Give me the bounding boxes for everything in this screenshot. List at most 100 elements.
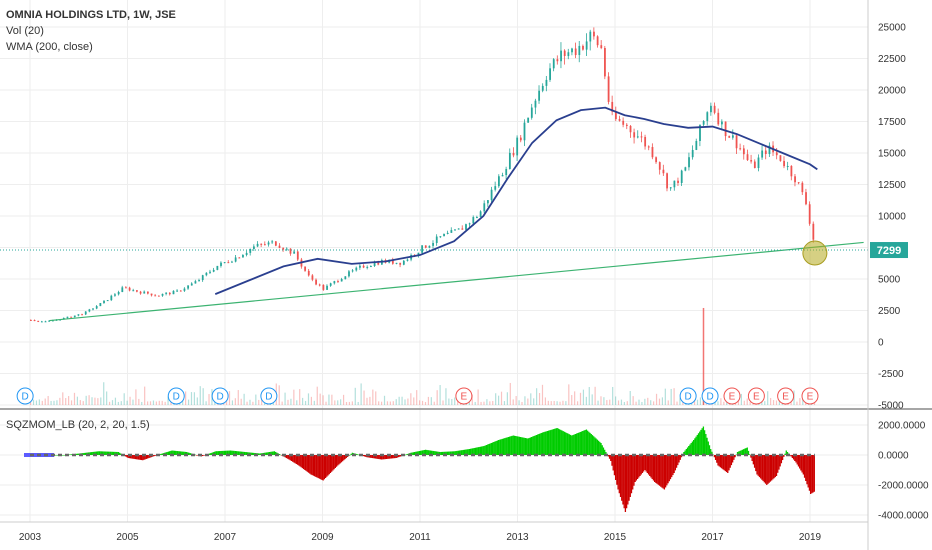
momentum-bar (660, 455, 662, 487)
volume-bar (673, 388, 675, 405)
earnings-marker[interactable]: E (777, 387, 795, 405)
momentum-bar (495, 441, 497, 455)
momentum-bar (685, 449, 687, 455)
volume-bar (123, 393, 125, 405)
earnings-circle (723, 387, 741, 405)
dividend-marker[interactable]: D (679, 387, 697, 405)
candle-body (498, 176, 500, 187)
momentum-bar (547, 430, 550, 455)
earnings-marker[interactable]: E (723, 387, 741, 405)
candle-body (640, 136, 643, 138)
momentum-bar (114, 451, 116, 455)
momentum-bar (295, 455, 297, 464)
candle-body (157, 295, 160, 297)
momentum-bar (786, 452, 789, 455)
momentum-bar (220, 451, 222, 455)
momentum-bar (413, 452, 416, 455)
momentum-bar (510, 436, 512, 455)
momentum-bar (349, 454, 351, 456)
candle-body (764, 150, 767, 155)
volume-bar (407, 398, 409, 405)
volume-bar (310, 396, 312, 405)
volume-bar (770, 397, 772, 405)
momentum-bar (634, 455, 636, 482)
volume-bar (97, 398, 99, 405)
dividend-marker[interactable]: D (211, 387, 229, 405)
candle-body (739, 148, 742, 150)
volume-bar (506, 392, 508, 405)
volume-bar (424, 401, 427, 405)
momentum-bar (307, 455, 310, 473)
candle-body (201, 275, 204, 281)
momentum-bar (635, 455, 638, 481)
momentum-bar (593, 436, 595, 455)
volume-bar (68, 396, 70, 405)
dividend-circle (260, 387, 278, 405)
momentum-bar (267, 452, 269, 455)
momentum-bar (755, 455, 757, 472)
candle-body (150, 293, 153, 296)
volume-bar (410, 393, 412, 405)
momentum-bar (757, 455, 759, 476)
momentum-bar (611, 455, 613, 466)
momentum-bar (800, 455, 802, 471)
volume-bar (404, 399, 406, 405)
momentum-bar (456, 450, 458, 455)
momentum-bar (370, 455, 372, 458)
momentum-bar (344, 455, 346, 460)
volume-bar (585, 396, 587, 405)
price-tick-label: 12500 (878, 180, 906, 191)
momentum-tick-label: 2000.0000 (878, 421, 926, 432)
dividend-marker[interactable]: D (167, 387, 185, 405)
candle-body (417, 252, 420, 256)
momentum-bar (417, 451, 419, 455)
momentum-bar (790, 455, 792, 457)
momentum-bar (82, 453, 84, 455)
candle-body (662, 169, 665, 174)
candle-body (812, 223, 815, 240)
candle-body (567, 52, 570, 57)
dividend-marker[interactable]: D (260, 387, 278, 405)
momentum-bar (736, 452, 739, 455)
earnings-marker[interactable]: E (455, 387, 473, 405)
momentum-bar (810, 455, 812, 494)
candle-body (622, 120, 625, 125)
volume-bar (345, 401, 348, 405)
momentum-bar (101, 451, 104, 455)
earnings-marker[interactable]: E (747, 387, 765, 405)
candle-body (395, 262, 398, 264)
momentum-bar (795, 455, 797, 463)
volume-bar (421, 400, 424, 405)
candle-body (176, 290, 179, 292)
candle-body (629, 125, 632, 133)
last-price-tag: 7299 (870, 242, 908, 259)
volume-bar (293, 389, 295, 405)
volume-bar (354, 387, 356, 405)
momentum-bar (567, 433, 569, 455)
volume-bar (158, 400, 160, 405)
momentum-bar (449, 451, 451, 455)
momentum-bar (573, 434, 575, 455)
candle-body (797, 182, 800, 184)
earnings-marker[interactable]: E (801, 387, 819, 405)
price-tick-label: 17500 (878, 117, 906, 128)
momentum-bar (398, 455, 400, 458)
candle-body (582, 45, 584, 50)
candle-body (84, 311, 87, 315)
dividend-marker[interactable]: D (701, 387, 719, 405)
candle-body (501, 175, 504, 177)
momentum-bar (562, 431, 564, 455)
momentum-bar (805, 455, 807, 481)
momentum-bar (467, 449, 469, 455)
dividend-label: D (265, 392, 272, 403)
candle-body (545, 79, 548, 86)
candle-body (607, 76, 610, 102)
momentum-bar (76, 453, 78, 455)
dividend-marker[interactable]: D (16, 387, 34, 405)
momentum-bar (556, 428, 558, 455)
volume-bar (88, 395, 90, 405)
momentum-bar (242, 451, 244, 455)
momentum-bar (576, 433, 578, 455)
